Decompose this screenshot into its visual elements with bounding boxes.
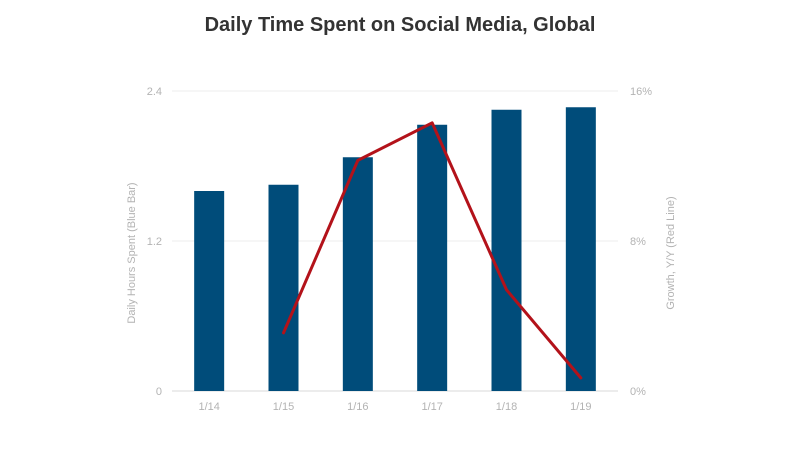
y-left-tick-label: 0 xyxy=(156,386,162,398)
bar xyxy=(194,191,225,391)
bar xyxy=(565,107,596,391)
y-axis-right-label: Growth, Y/Y (Red Line) xyxy=(665,196,677,309)
y-right-tick-label: 8% xyxy=(630,236,646,248)
y-axis-right: 0% 8% 16% xyxy=(630,86,652,398)
x-tick-label: 1/16 xyxy=(347,401,368,413)
y-left-tick-label: 2.4 xyxy=(147,86,162,98)
bar xyxy=(342,157,373,391)
line-series xyxy=(282,121,583,380)
x-tick-label: 1/18 xyxy=(496,401,517,413)
chart-title: Daily Time Spent on Social Media, Global xyxy=(204,14,596,36)
y-axis-left-label: Daily Hours Spent (Blue Bar) xyxy=(126,182,138,323)
growth-line xyxy=(282,121,583,380)
y-right-tick-label: 16% xyxy=(630,86,652,98)
bar xyxy=(268,184,299,391)
bar xyxy=(417,124,448,391)
bar xyxy=(491,109,522,391)
bar-series xyxy=(194,107,596,391)
x-tick-label: 1/19 xyxy=(570,401,591,413)
y-left-tick-label: 1.2 xyxy=(147,236,162,248)
gridlines xyxy=(172,90,618,392)
x-tick-label: 1/14 xyxy=(198,401,219,413)
x-tick-label: 1/15 xyxy=(273,401,294,413)
x-tick-label: 1/17 xyxy=(421,401,442,413)
x-axis: 1/14 1/15 1/16 1/17 1/18 1/19 xyxy=(198,401,591,413)
y-axis-left: 0 1.2 2.4 xyxy=(147,86,162,398)
y-right-tick-label: 0% xyxy=(630,386,646,398)
